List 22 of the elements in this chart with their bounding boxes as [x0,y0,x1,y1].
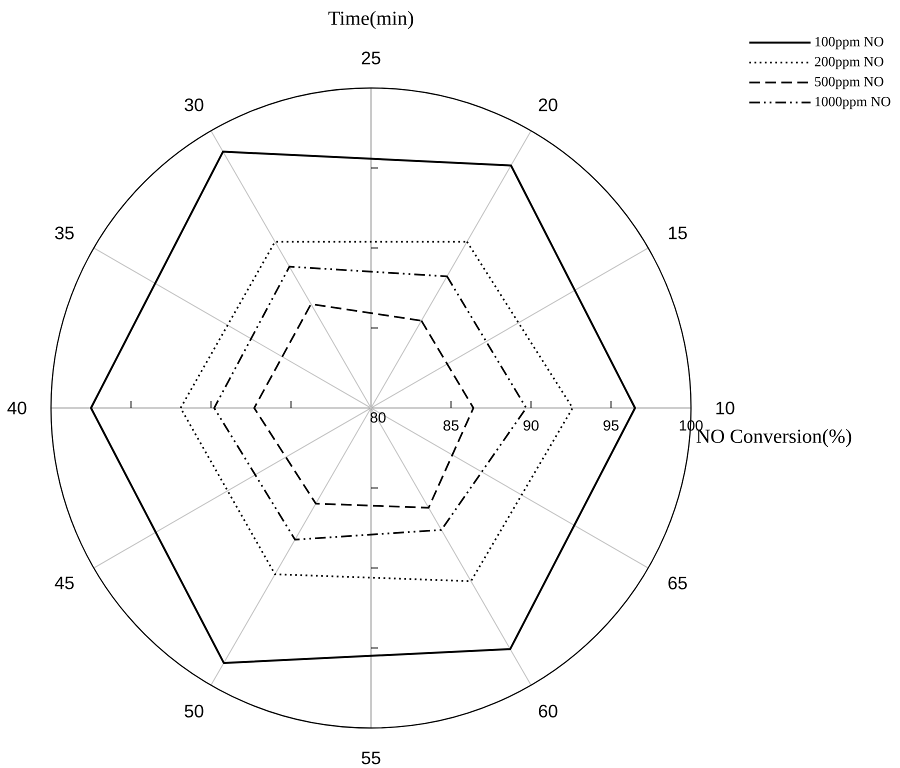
text: Time(min) [328,10,414,30]
spoke-label: 45 [54,576,74,590]
spoke-label: 30 [184,98,204,112]
y-tick-label: 80 [370,412,386,423]
text: NO Conversion(%) [696,428,852,448]
spoke-label: 15 [668,226,687,240]
y-tick-label: 90 [524,420,539,431]
spoke-label: 20 [538,98,558,112]
legend-label: 200ppm NO [814,56,884,70]
spoke-label: 65 [668,576,687,590]
spoke-label: 25 [362,52,380,64]
legend-label: 500ppm NO [815,76,884,90]
spoke-label: 55 [362,752,380,764]
legend-label: 100ppm NO [816,36,884,50]
y-tick-label: 95 [604,420,619,431]
spoke-label: 50 [184,704,204,718]
y-tick-label: 85 [443,420,459,431]
legend-label: 1000ppm NO [816,96,890,110]
spoke-label: 60 [538,704,558,718]
spoke-label: 40 [7,402,26,414]
spoke-label: 10 [716,402,734,414]
spoke-label: 35 [55,226,74,240]
